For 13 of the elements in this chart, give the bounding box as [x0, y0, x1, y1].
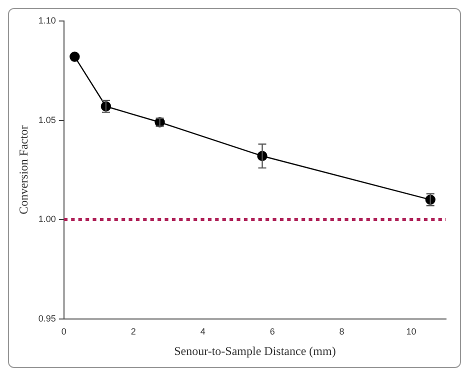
y-tick-label: 1.05 — [38, 114, 56, 125]
x-axis-title: Senour-to-Sample Distance (mm) — [174, 344, 336, 358]
x-tick-label: 10 — [406, 326, 416, 337]
y-tick-label: 1.00 — [38, 214, 56, 224]
x-tick-label: 6 — [270, 326, 275, 337]
y-axis-title: Conversion Factor — [16, 125, 30, 214]
y-tick-label: 0.95 — [38, 313, 56, 324]
x-tick-label: 8 — [339, 326, 344, 337]
y-tick-label: 1.10 — [38, 15, 56, 26]
point — [70, 52, 80, 62]
x-tick-label: 2 — [130, 326, 136, 337]
x-tick-label: 4 — [200, 326, 206, 337]
x-tick-label: 0 — [61, 326, 66, 337]
